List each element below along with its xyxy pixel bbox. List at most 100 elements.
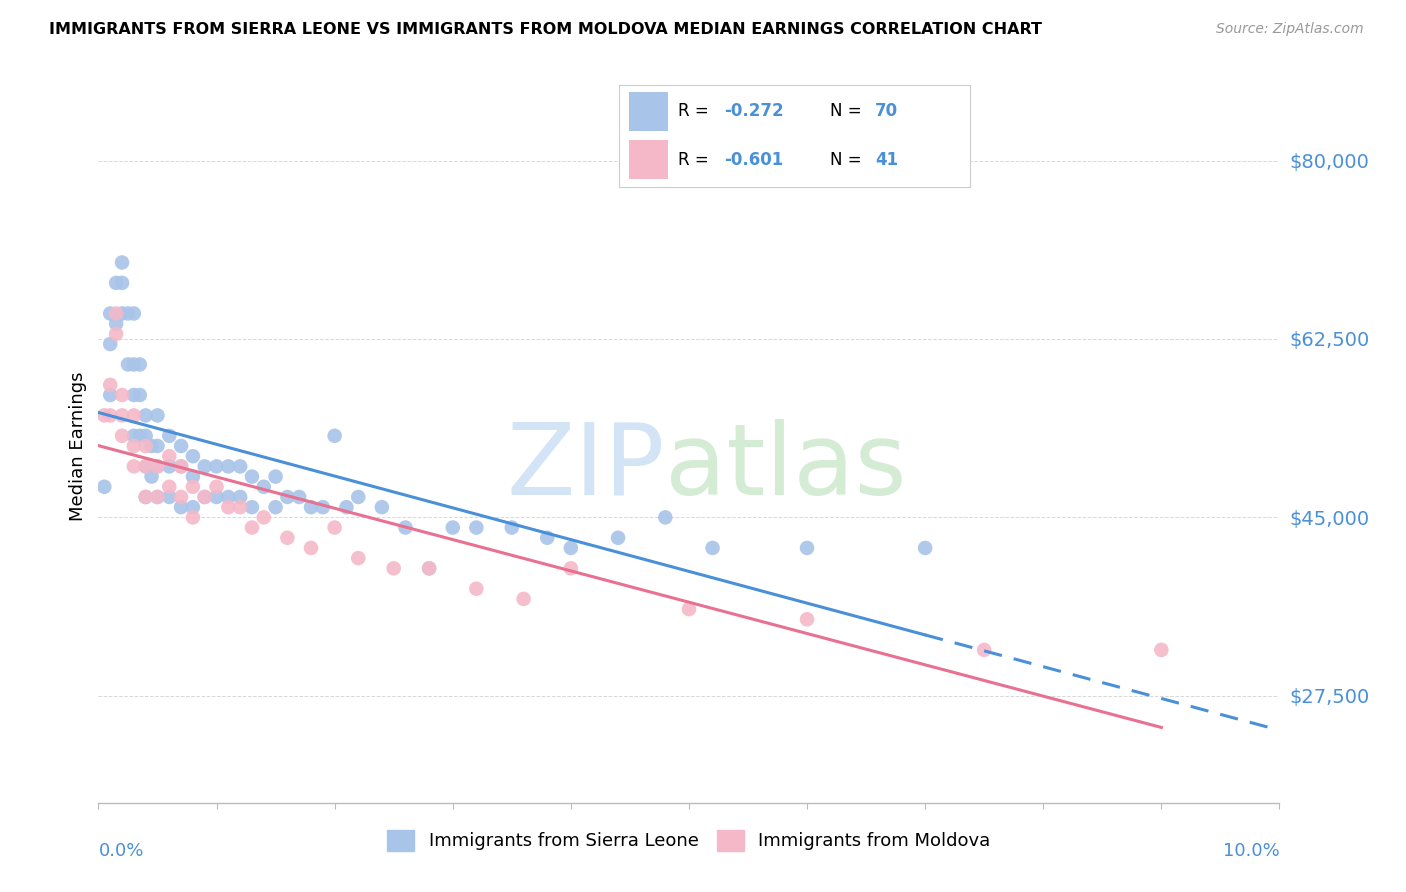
Point bbox=[157, 459, 180, 474]
Text: -0.272: -0.272 bbox=[724, 103, 783, 120]
Point bbox=[135, 409, 157, 423]
Point bbox=[371, 500, 394, 515]
Bar bbox=[630, 140, 668, 179]
Point bbox=[141, 439, 163, 453]
Point bbox=[122, 409, 145, 423]
Text: Source: ZipAtlas.com: Source: ZipAtlas.com bbox=[1216, 22, 1364, 37]
Point bbox=[98, 388, 121, 402]
Point bbox=[465, 582, 488, 596]
Point bbox=[536, 531, 558, 545]
Point bbox=[128, 358, 150, 372]
Point bbox=[323, 520, 346, 534]
Point bbox=[240, 469, 263, 483]
Text: -0.601: -0.601 bbox=[724, 151, 783, 169]
Text: IMMIGRANTS FROM SIERRA LEONE VS IMMIGRANTS FROM MOLDOVA MEDIAN EARNINGS CORRELAT: IMMIGRANTS FROM SIERRA LEONE VS IMMIGRAN… bbox=[49, 22, 1042, 37]
Point bbox=[105, 306, 128, 320]
Point bbox=[323, 429, 346, 443]
Point bbox=[128, 429, 150, 443]
Point bbox=[335, 500, 357, 515]
Point bbox=[181, 480, 204, 494]
Point bbox=[93, 480, 115, 494]
Text: R =: R = bbox=[678, 103, 709, 120]
Point bbox=[501, 520, 523, 534]
Point bbox=[122, 306, 145, 320]
Point bbox=[157, 490, 180, 504]
Point bbox=[347, 490, 370, 504]
Point bbox=[122, 429, 145, 443]
Point bbox=[157, 480, 180, 494]
Text: N =: N = bbox=[830, 103, 860, 120]
Point bbox=[347, 551, 370, 566]
Point bbox=[181, 469, 204, 483]
Text: 70: 70 bbox=[875, 103, 898, 120]
Point bbox=[702, 541, 724, 555]
Point bbox=[157, 429, 180, 443]
Point bbox=[205, 490, 228, 504]
Point bbox=[240, 500, 263, 515]
Bar bbox=[630, 92, 668, 131]
Point bbox=[465, 520, 488, 534]
Point bbox=[157, 449, 180, 463]
Point bbox=[654, 510, 676, 524]
Point bbox=[111, 255, 134, 269]
Point bbox=[111, 276, 134, 290]
Point bbox=[146, 459, 169, 474]
Point bbox=[105, 317, 128, 331]
Point bbox=[141, 469, 163, 483]
Point bbox=[98, 377, 121, 392]
Point bbox=[111, 429, 134, 443]
Point bbox=[264, 500, 287, 515]
Point bbox=[229, 459, 252, 474]
Point bbox=[914, 541, 936, 555]
Point bbox=[217, 459, 239, 474]
Text: ZIP: ZIP bbox=[508, 419, 665, 516]
Point bbox=[441, 520, 464, 534]
Point bbox=[194, 490, 217, 504]
Point bbox=[253, 480, 276, 494]
Point bbox=[117, 306, 139, 320]
Point bbox=[122, 459, 145, 474]
Point bbox=[181, 510, 204, 524]
Point bbox=[276, 531, 298, 545]
Point bbox=[418, 561, 440, 575]
Text: 0.0%: 0.0% bbox=[98, 842, 143, 860]
Text: N =: N = bbox=[830, 151, 860, 169]
Text: 41: 41 bbox=[875, 151, 898, 169]
Point bbox=[128, 388, 150, 402]
Point bbox=[122, 439, 145, 453]
Point bbox=[135, 459, 157, 474]
Point bbox=[512, 591, 534, 606]
Point bbox=[181, 500, 204, 515]
Point bbox=[146, 459, 169, 474]
Point bbox=[146, 409, 169, 423]
Point bbox=[111, 409, 134, 423]
Point bbox=[229, 490, 252, 504]
Point bbox=[98, 337, 121, 351]
Point bbox=[170, 500, 193, 515]
Point bbox=[418, 561, 440, 575]
Point bbox=[205, 459, 228, 474]
Point bbox=[678, 602, 700, 616]
Point bbox=[264, 469, 287, 483]
Point bbox=[276, 490, 298, 504]
Point bbox=[170, 459, 193, 474]
Point bbox=[607, 531, 630, 545]
Point bbox=[217, 490, 239, 504]
Point bbox=[111, 388, 134, 402]
Point bbox=[1150, 643, 1173, 657]
Point bbox=[796, 612, 818, 626]
Point bbox=[111, 306, 134, 320]
Point bbox=[93, 409, 115, 423]
Point bbox=[312, 500, 335, 515]
Y-axis label: Median Earnings: Median Earnings bbox=[69, 371, 87, 521]
Point bbox=[217, 500, 239, 515]
Point bbox=[973, 643, 995, 657]
Point bbox=[194, 459, 217, 474]
Point bbox=[253, 510, 276, 524]
Point bbox=[299, 500, 322, 515]
Point bbox=[288, 490, 311, 504]
Point bbox=[205, 480, 228, 494]
Legend: Immigrants from Sierra Leone, Immigrants from Moldova: Immigrants from Sierra Leone, Immigrants… bbox=[380, 822, 998, 858]
Point bbox=[105, 276, 128, 290]
Point bbox=[117, 358, 139, 372]
